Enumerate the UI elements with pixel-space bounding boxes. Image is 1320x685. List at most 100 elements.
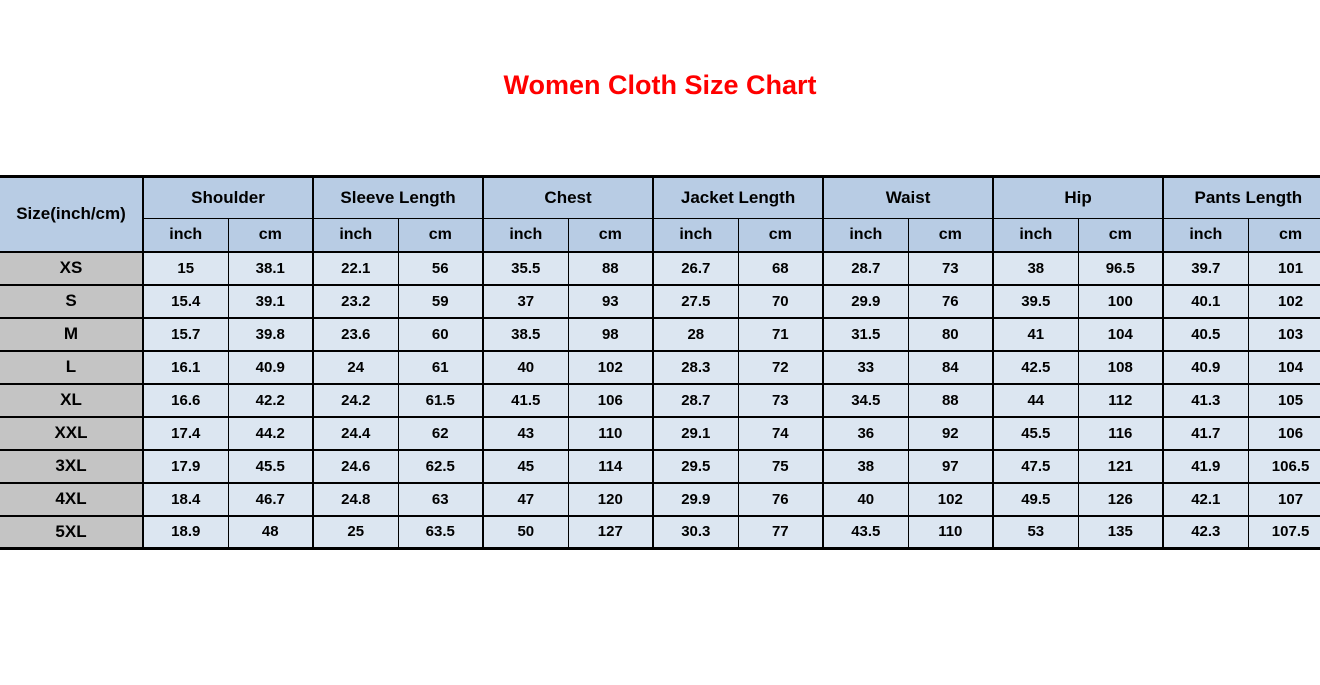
unit-header-waist-cm: cm bbox=[907, 218, 994, 253]
data-cell: 60 bbox=[397, 316, 484, 352]
data-cell: 15.7 bbox=[142, 316, 229, 352]
size-label-m: M bbox=[0, 316, 144, 352]
data-cell: 22.1 bbox=[312, 250, 399, 286]
data-cell: 77 bbox=[737, 514, 824, 550]
unit-header-jacket-length-cm: cm bbox=[737, 218, 824, 253]
data-cell: 110 bbox=[567, 415, 654, 451]
data-cell: 17.4 bbox=[142, 415, 229, 451]
data-cell: 45.5 bbox=[992, 415, 1079, 451]
data-cell: 36 bbox=[822, 415, 909, 451]
data-cell: 102 bbox=[1247, 283, 1320, 319]
data-cell: 41.5 bbox=[482, 382, 569, 418]
column-header-waist: Waist bbox=[822, 175, 994, 219]
data-cell: 43 bbox=[482, 415, 569, 451]
unit-header-chest-cm: cm bbox=[567, 218, 654, 253]
data-cell: 76 bbox=[907, 283, 994, 319]
data-cell: 72 bbox=[737, 349, 824, 385]
data-cell: 80 bbox=[907, 316, 994, 352]
data-cell: 40.9 bbox=[1162, 349, 1249, 385]
data-cell: 114 bbox=[567, 448, 654, 484]
data-cell: 50 bbox=[482, 514, 569, 550]
data-cell: 61 bbox=[397, 349, 484, 385]
data-cell: 70 bbox=[737, 283, 824, 319]
data-cell: 97 bbox=[907, 448, 994, 484]
unit-header-pants-length-cm: cm bbox=[1247, 218, 1320, 253]
data-cell: 46.7 bbox=[227, 481, 314, 517]
data-cell: 103 bbox=[1247, 316, 1320, 352]
table-row-xs: XS 15 38.1 22.1 56 35.5 88 26.7 68 28.7 73 38 96.5 39… bbox=[0, 250, 1320, 286]
data-cell: 24.8 bbox=[312, 481, 399, 517]
data-cell: 40.9 bbox=[227, 349, 314, 385]
data-cell: 39.8 bbox=[227, 316, 314, 352]
size-chart-table: Size(inch/cm) Shoulder Sleeve Length Chest J… bbox=[0, 175, 1320, 550]
data-cell: 102 bbox=[907, 481, 994, 517]
table-wrap: Size(inch/cm) Shoulder Sleeve Length Chest J… bbox=[0, 175, 1320, 550]
page-title: Women Cloth Size Chart bbox=[503, 70, 817, 100]
data-cell: 45 bbox=[482, 448, 569, 484]
table-row-5xl: 5XL 18.9 48 25 63.5 50 127 30.3 77 43.5 110 53 135 42… bbox=[0, 514, 1320, 550]
data-cell: 44 bbox=[992, 382, 1079, 418]
data-cell: 28.7 bbox=[822, 250, 909, 286]
data-cell: 59 bbox=[397, 283, 484, 319]
data-cell: 41.7 bbox=[1162, 415, 1249, 451]
unit-header-hip-inch: inch bbox=[992, 218, 1079, 253]
data-cell: 107 bbox=[1247, 481, 1320, 517]
data-cell: 40 bbox=[482, 349, 569, 385]
size-label-xxl: XXL bbox=[0, 415, 144, 451]
data-cell: 62.5 bbox=[397, 448, 484, 484]
data-cell: 106 bbox=[1247, 415, 1320, 451]
data-cell: 45.5 bbox=[227, 448, 314, 484]
data-cell: 63 bbox=[397, 481, 484, 517]
table-row-s: S 15.4 39.1 23.2 59 37 93 27.5 70 29.9 76 39.5 100 40… bbox=[0, 283, 1320, 319]
data-cell: 73 bbox=[737, 382, 824, 418]
data-cell: 27.5 bbox=[652, 283, 739, 319]
table-row-3xl: 3XL 17.9 45.5 24.6 62.5 45 114 29.5 75 38 97 47.5 12… bbox=[0, 448, 1320, 484]
data-cell: 42.2 bbox=[227, 382, 314, 418]
data-cell: 26.7 bbox=[652, 250, 739, 286]
data-cell: 49.5 bbox=[992, 481, 1079, 517]
data-cell: 28.7 bbox=[652, 382, 739, 418]
unit-header-pants-length-inch: inch bbox=[1162, 218, 1249, 253]
data-cell: 96.5 bbox=[1077, 250, 1164, 286]
data-cell: 126 bbox=[1077, 481, 1164, 517]
data-cell: 74 bbox=[737, 415, 824, 451]
data-cell: 62 bbox=[397, 415, 484, 451]
data-cell: 92 bbox=[907, 415, 994, 451]
data-cell: 44.2 bbox=[227, 415, 314, 451]
data-cell: 40.1 bbox=[1162, 283, 1249, 319]
data-cell: 73 bbox=[907, 250, 994, 286]
data-cell: 16.1 bbox=[142, 349, 229, 385]
data-cell: 39.1 bbox=[227, 283, 314, 319]
data-cell: 29.1 bbox=[652, 415, 739, 451]
column-header-shoulder: Shoulder bbox=[141, 175, 314, 219]
data-cell: 29.5 bbox=[652, 448, 739, 484]
data-cell: 48 bbox=[227, 514, 314, 550]
data-cell: 47.5 bbox=[992, 448, 1079, 484]
column-header-chest: Chest bbox=[482, 175, 654, 219]
column-header-hip: Hip bbox=[992, 175, 1164, 219]
data-cell: 18.4 bbox=[142, 481, 229, 517]
column-header-pants-length: Pants Length bbox=[1162, 175, 1320, 219]
data-cell: 56 bbox=[397, 250, 484, 286]
data-cell: 121 bbox=[1077, 448, 1164, 484]
table-row-4xl: 4XL 18.4 46.7 24.8 63 47 120 29.9 76 40 102 49.5 126… bbox=[0, 481, 1320, 517]
data-cell: 33 bbox=[822, 349, 909, 385]
table-row-m: M 15.7 39.8 23.6 60 38.5 98 28 71 31.5 80 41 104 40.5… bbox=[0, 316, 1320, 352]
data-cell: 35.5 bbox=[482, 250, 569, 286]
unit-header-chest-inch: inch bbox=[482, 218, 569, 253]
data-cell: 110 bbox=[907, 514, 994, 550]
size-label-xl: XL bbox=[0, 382, 144, 418]
data-cell: 105 bbox=[1247, 382, 1320, 418]
data-cell: 38 bbox=[822, 448, 909, 484]
size-label-l: L bbox=[0, 349, 144, 385]
unit-header-sleeve-length-cm: cm bbox=[397, 218, 484, 253]
data-cell: 16.6 bbox=[142, 382, 229, 418]
column-header-jacket-length: Jacket Length bbox=[652, 175, 824, 219]
data-cell: 102 bbox=[567, 349, 654, 385]
data-cell: 61.5 bbox=[397, 382, 484, 418]
corner-header-size: Size(inch/cm) bbox=[0, 175, 144, 252]
data-cell: 100 bbox=[1077, 283, 1164, 319]
data-cell: 39.7 bbox=[1162, 250, 1249, 286]
unit-header-shoulder-cm: cm bbox=[227, 218, 314, 253]
column-header-sleeve-length: Sleeve Length bbox=[312, 175, 484, 219]
